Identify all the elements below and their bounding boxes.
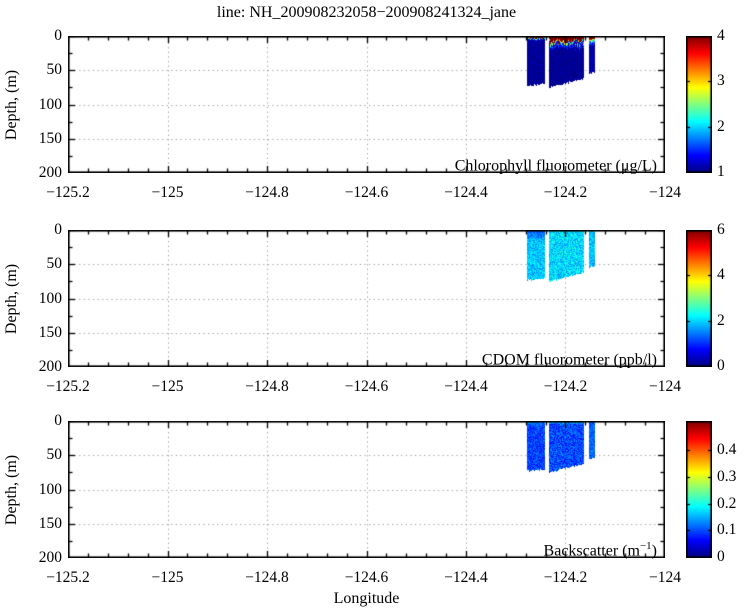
backscatter-panel-label-text: Backscatter (m xyxy=(543,542,640,560)
backscatter-panel-label-sup: −1 xyxy=(639,540,652,552)
chlorophyll-y-tick-label: 50 xyxy=(46,61,63,79)
chlorophyll-x-tick-label: −124 xyxy=(649,184,681,201)
chlorophyll-x-tick-label: −124.6 xyxy=(344,184,389,201)
cdom-x-tick-label: −124 xyxy=(649,378,681,395)
cdom-y-tick-label: 0 xyxy=(54,221,62,238)
cdom-x-tick-label: −125.2 xyxy=(46,378,90,395)
backscatter-y-tick-label: 150 xyxy=(38,514,62,532)
cdom-x-tick-label: −124.4 xyxy=(444,378,488,395)
cdom-y-tick-label: 150 xyxy=(38,323,62,341)
backscatter-panel-label: Backscatter (m−1) xyxy=(543,536,657,560)
backscatter-x-tick-label: −124.8 xyxy=(245,569,289,586)
backscatter-x-tick-label: −125.2 xyxy=(46,569,90,586)
chlorophyll-y-tick-label: 0 xyxy=(54,27,62,44)
chlorophyll-colorbar-tick-label: 2 xyxy=(717,117,725,135)
backscatter-colorbar-tick-label: 0.3 xyxy=(717,468,737,485)
cdom-colorbar xyxy=(686,230,712,367)
chlorophyll-plot-canvas xyxy=(68,36,665,173)
chlorophyll-colorbar-tick-label: 1 xyxy=(717,163,725,180)
backscatter-y-tick-label: 0 xyxy=(54,412,62,429)
cdom-panel-label: CDOM fluorometer (ppb/l) xyxy=(481,345,657,369)
chlorophyll-y-tick-label: 100 xyxy=(38,95,62,113)
cdom-x-tick-label: −124.6 xyxy=(344,378,389,395)
cdom-colorbar-tick-label: 0 xyxy=(717,357,725,374)
cdom-colorbar-tick-label: 2 xyxy=(717,311,725,329)
chlorophyll-x-tick-label: −125 xyxy=(151,184,184,201)
x-axis-label: Longitude xyxy=(333,590,400,607)
backscatter-panel-label-post: ) xyxy=(651,542,657,560)
plot-title: line: NH_200908232058−200908241324_jane xyxy=(216,4,517,21)
cdom-y-tick-label: 200 xyxy=(38,358,62,375)
chlorophyll-panel-label-text: Chlorophyll fluorometer (μg/L) xyxy=(454,157,657,175)
chlorophyll-colorbar-tick-label: 4 xyxy=(717,27,725,44)
backscatter-x-tick-label: −124 xyxy=(649,569,681,586)
cdom-y-tick-label: 50 xyxy=(46,255,63,273)
chlorophyll-y-tick-label: 150 xyxy=(38,129,62,147)
backscatter-x-tick-label: −124.4 xyxy=(444,569,488,586)
backscatter-colorbar-tick-label: 0.2 xyxy=(717,494,737,512)
cdom-plot-canvas xyxy=(68,230,665,367)
backscatter-x-tick-label: −124.6 xyxy=(344,569,389,586)
backscatter-colorbar-tick-label: 0.1 xyxy=(717,521,737,539)
cdom-panel-label-text: CDOM fluorometer (ppb/l) xyxy=(481,351,657,369)
backscatter-x-tick-label: −125 xyxy=(151,569,184,586)
cdom-x-tick-label: −124.8 xyxy=(245,378,289,395)
backscatter-colorbar-tick-label: 0 xyxy=(717,548,725,565)
backscatter-colorbar-tick-label: 0.4 xyxy=(717,441,737,459)
cdom-x-tick-label: −125 xyxy=(151,378,184,395)
cdom-y-tick-label: 100 xyxy=(38,289,62,307)
backscatter-plot-canvas xyxy=(68,421,665,558)
chlorophyll-panel-label: Chlorophyll fluorometer (μg/L) xyxy=(454,151,657,175)
backscatter-y-tick-label: 200 xyxy=(38,549,62,566)
chlorophyll-x-tick-label: −124.8 xyxy=(245,184,289,201)
chlorophyll-x-tick-label: −125.2 xyxy=(46,184,90,201)
chlorophyll-x-tick-label: −124.4 xyxy=(444,184,488,201)
cdom-colorbar-tick-label: 6 xyxy=(717,221,725,238)
chlorophyll-x-tick-label: −124.2 xyxy=(543,184,588,201)
chlorophyll-colorbar xyxy=(686,36,712,173)
cdom-x-tick-label: −124.2 xyxy=(543,378,588,395)
backscatter-x-tick-label: −124.2 xyxy=(543,569,588,586)
chlorophyll-colorbar-tick-label: 3 xyxy=(717,72,725,90)
chlorophyll-y-tick-label: 200 xyxy=(38,164,62,181)
backscatter-y-tick-label: 50 xyxy=(46,446,63,464)
backscatter-y-tick-label: 100 xyxy=(38,480,62,498)
backscatter-colorbar xyxy=(686,421,712,558)
cdom-colorbar-tick-label: 4 xyxy=(717,266,725,284)
